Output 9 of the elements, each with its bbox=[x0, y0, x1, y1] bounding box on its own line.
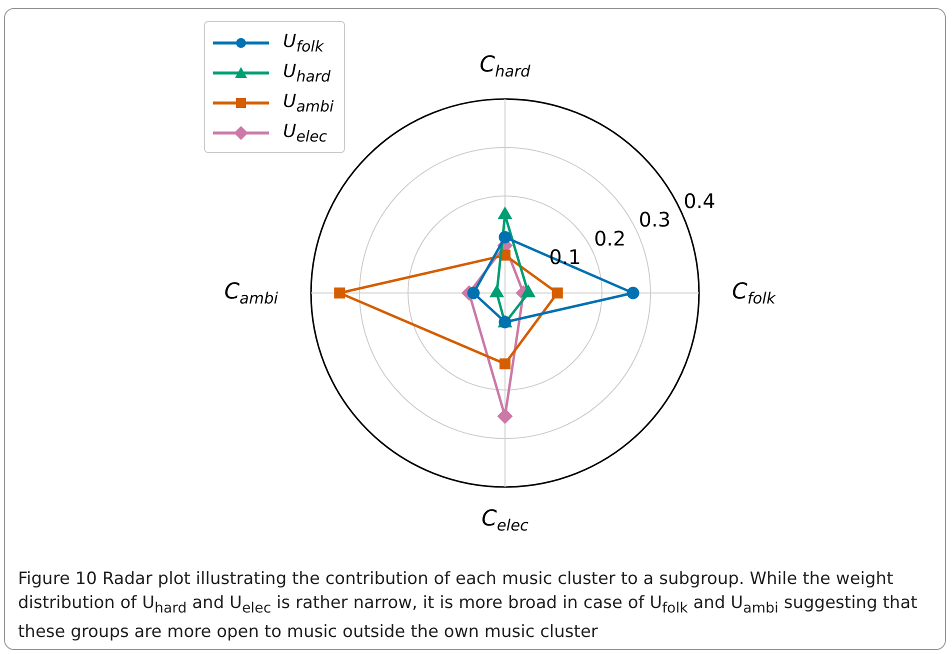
legend-label: U$_{hard}$ bbox=[283, 60, 331, 86]
legend-label: U$_{folk}$ bbox=[283, 30, 324, 56]
legend-label: U$_{elec}$ bbox=[283, 120, 328, 146]
y-tick-label: 0.3 bbox=[638, 208, 671, 232]
legend-label: U$_{ambi}$ bbox=[283, 90, 334, 116]
text: Figure 10 Radar plot illustrating the contribution of each music cluster to a subgroup. While the weight distribution of U$_{hard}$ and U$_{elec}$ is rather narrow, it is more broad in case of U$_{folk}$ and U$_{ambi}$ suggesting that these groups are more open to music outside the own music cluster bbox=[18, 569, 918, 642]
y-tick-label: 0.4 bbox=[684, 189, 716, 214]
y-tick-label: 0.2 bbox=[594, 226, 626, 250]
y-tick-label: 0.1 bbox=[549, 244, 581, 269]
